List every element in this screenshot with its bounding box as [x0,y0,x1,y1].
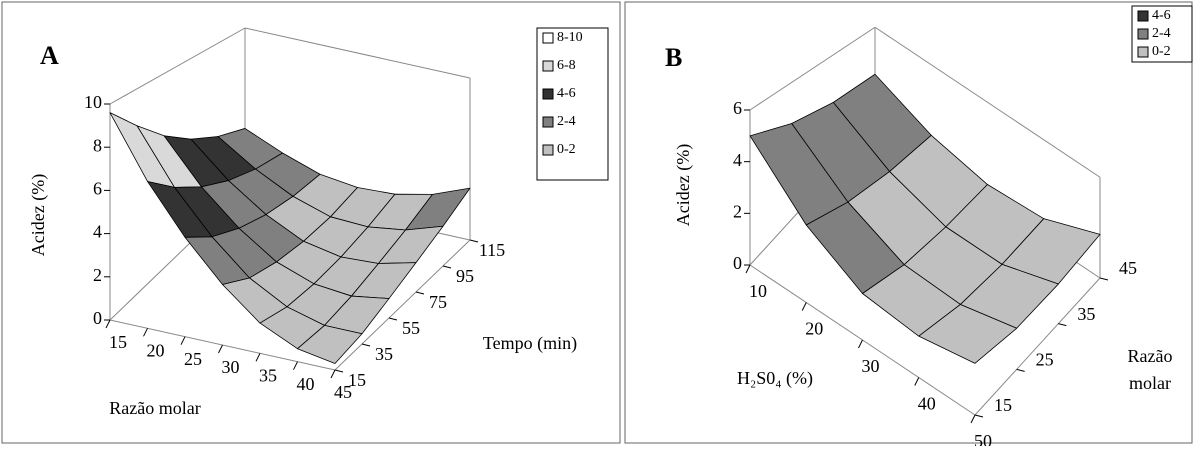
z-tick-label: 6 [733,98,742,118]
x-axis-label: Razão molar [109,398,200,418]
z-tick-label: 8 [93,135,102,155]
legend: 4-6 2-4 0-2 [1131,5,1193,63]
y-tick [442,265,452,269]
x-tick-label: 45 [334,382,352,402]
legend-swatch [542,144,554,156]
x-tick-label: 50 [974,431,992,446]
legend-swatch [1137,46,1149,58]
x-tick [914,377,920,386]
wall-edge [244,27,471,79]
legend-label: 2-4 [1152,26,1171,41]
y-tick-label: 35 [375,344,393,364]
x-tick-label: 10 [749,281,767,301]
floor-edge [974,277,1101,416]
y-tick [1099,277,1109,281]
panel-border [1,1,621,444]
z-tick-label: 2 [733,201,742,221]
x-tick [255,353,261,362]
y-tick-label: 75 [429,292,447,312]
wall-edge [874,26,1101,178]
x-tick-label: 25 [184,349,202,369]
legend-label: 8-10 [557,30,583,45]
x-tick [293,361,298,370]
legend-swatch [542,32,554,44]
y-axis-label: Tempo (min) [483,333,577,354]
x-tick [858,339,863,349]
x-tick-label: 35 [259,365,277,385]
y-tick-label: 15 [994,395,1012,415]
legend-swatch [542,60,554,72]
y-tick-label: 115 [479,240,505,260]
z-tick-label: 4 [93,222,102,242]
x-tick [143,328,148,337]
surface-cell [297,325,363,364]
z-tick-label: 2 [93,265,102,285]
y-tick-label: 95 [456,266,474,286]
y-tick [415,291,425,295]
x-tick-label: 30 [222,357,240,377]
legend-swatch [1137,28,1149,40]
panel-label: A [40,41,59,70]
x-axis-label: H₂S0₄ (%) [737,368,813,389]
y-axis-label: Razão [1128,346,1173,366]
y-tick [361,343,371,347]
z-tick-label: 0 [733,253,742,273]
legend: 8-10 6-8 4-6 2-4 0-2 [536,27,609,181]
y-axis-label: molar [1129,373,1171,393]
legend-label: 4-6 [1152,8,1171,23]
y-tick-label: 15 [348,370,366,390]
legend-label: 2-4 [557,114,576,129]
z-tick-label: 4 [733,150,742,170]
z-axis-label: Acidez (%) [28,174,49,256]
panel-border [624,1,1193,444]
z-tick-label: 10 [84,92,102,112]
floor-edge [334,239,471,371]
x-tick [105,319,111,329]
x-tick [218,344,223,354]
legend-swatch [542,88,554,100]
x-tick [745,264,751,274]
y-tick [974,414,984,418]
surface-cell [918,304,1018,364]
y-tick-label: 35 [1077,304,1095,324]
y-tick-label: 25 [1036,349,1054,369]
y-tick [1058,323,1067,327]
x-tick-label: 30 [862,356,880,376]
legend-label: 0-2 [557,142,576,157]
panel-label: B [665,43,682,72]
legend-label: 4-6 [557,86,576,101]
x-tick [180,336,186,345]
legend-swatch [542,116,554,128]
z-tick-label: 0 [93,308,102,328]
x-tick [330,369,336,379]
y-tick [1016,368,1025,372]
y-tick-label: 45 [1119,258,1137,278]
wall-edge [109,27,246,105]
z-tick-label: 6 [93,179,102,199]
y-tick [469,239,479,243]
wall-edge [749,26,876,111]
x-tick-label: 15 [109,332,127,352]
y-tick [334,369,344,373]
x-tick-label: 20 [805,319,823,339]
x-tick [970,414,976,424]
x-tick-label: 40 [297,374,315,394]
z-axis-label: Acidez (%) [673,144,694,226]
x-tick [801,302,807,311]
x-tick-label: 20 [147,340,165,360]
x-tick-label: 40 [918,394,936,414]
y-tick-label: 55 [402,318,420,338]
legend-label: 0-2 [1152,44,1171,59]
legend-swatch [1137,10,1149,22]
legend-label: 6-8 [557,58,576,73]
surface-chart: 0 2 4 6 10 20 30 40 50 15 25 35 45 B Acidez (%) H₂S0₄ (… [665,5,1193,451]
y-tick [388,317,398,321]
